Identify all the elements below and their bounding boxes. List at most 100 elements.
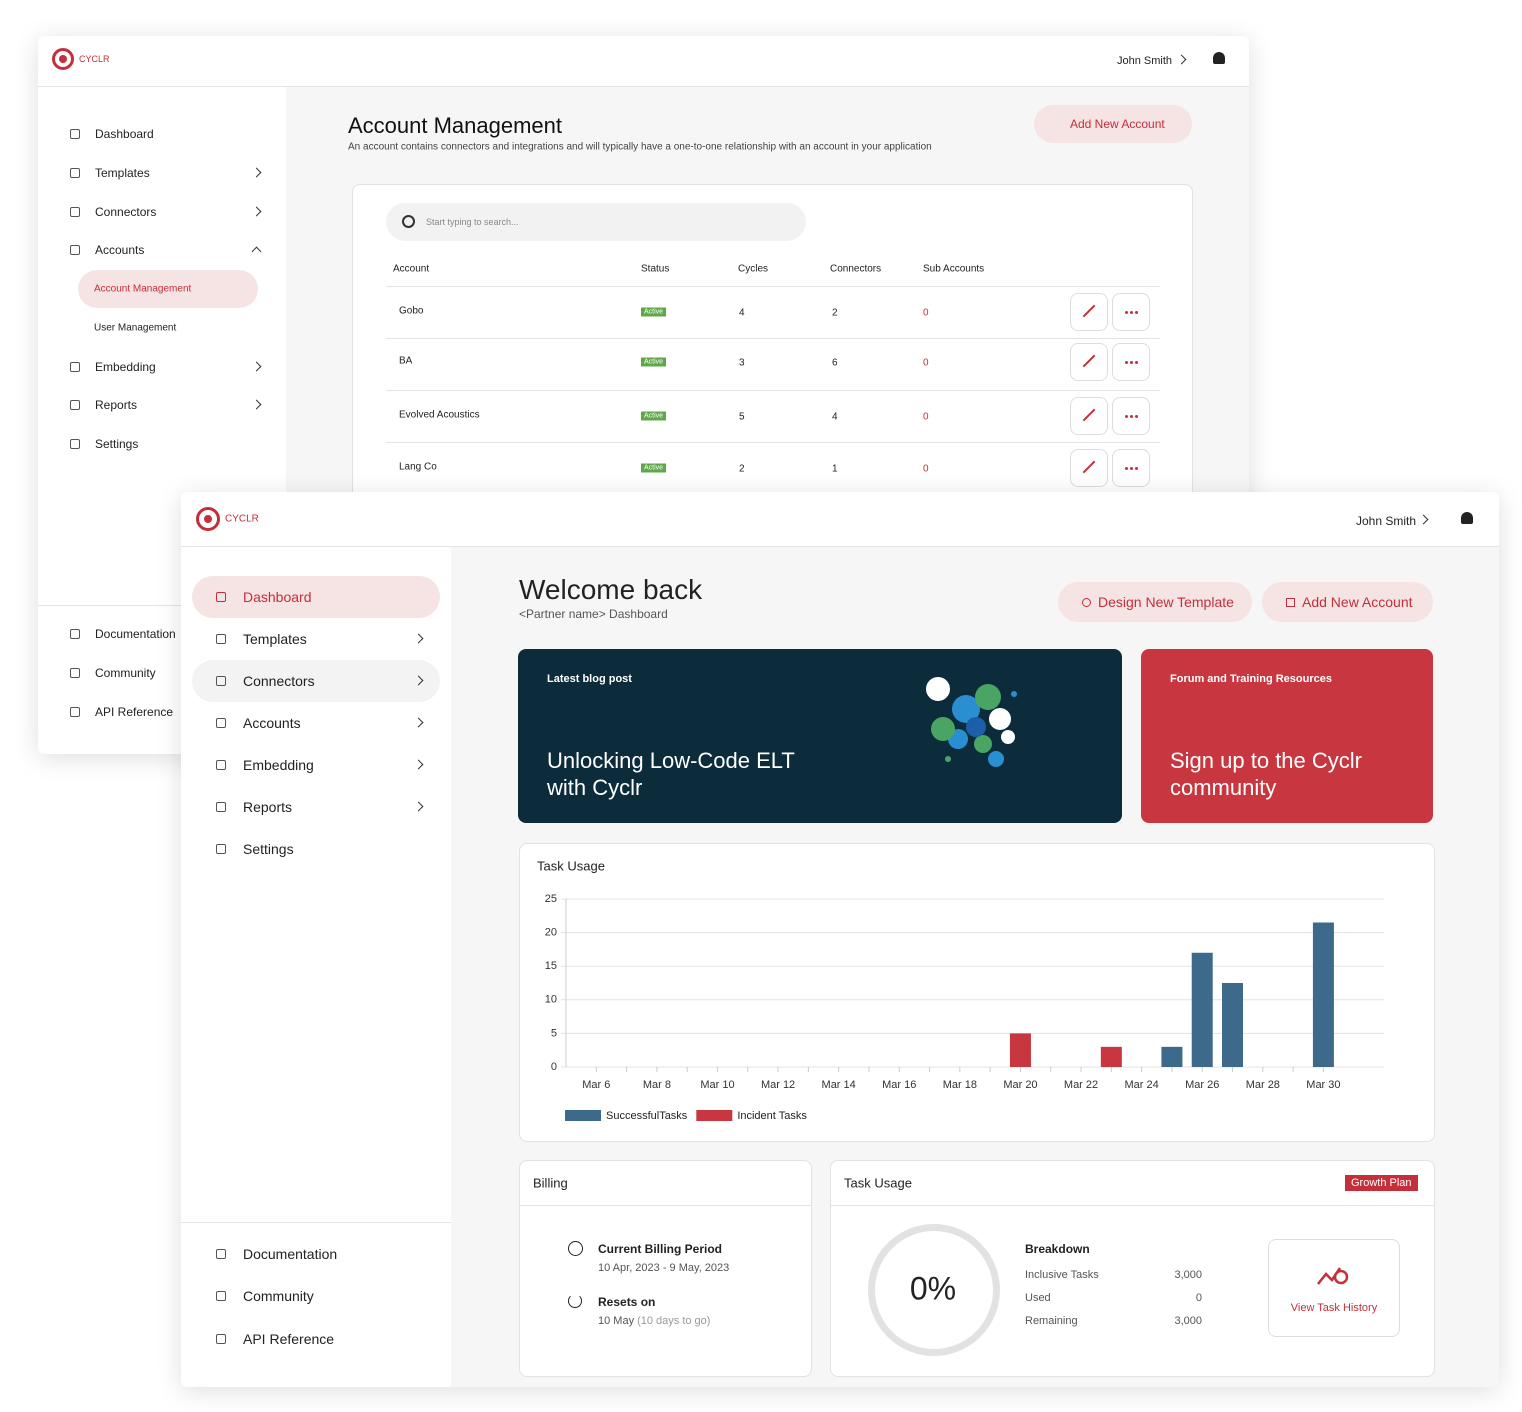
- header-button[interactable]: Add New Account: [1262, 582, 1433, 622]
- table-cell: Evolved Acoustics: [399, 409, 480, 421]
- nav-item[interactable]: Settings: [95, 437, 139, 451]
- blog-illustration: [926, 677, 1017, 767]
- bar: [1222, 983, 1244, 1067]
- nav-item[interactable]: Connectors: [95, 205, 157, 219]
- dot: [1130, 311, 1133, 314]
- chevron: [251, 206, 262, 217]
- edit-button[interactable]: [1070, 343, 1108, 381]
- illustration-dot: [926, 677, 950, 701]
- button-label[interactable]: View Task History: [1290, 1302, 1378, 1314]
- logo-dot: [59, 55, 67, 63]
- button-label[interactable]: Add New Account: [1070, 117, 1165, 131]
- y-tick-label: 0: [551, 1061, 557, 1073]
- nav-item[interactable]: Reports: [95, 398, 138, 412]
- table-header: Cycles: [738, 263, 769, 275]
- x-tick-label: Mar 16: [882, 1079, 916, 1091]
- edit-button[interactable]: [1070, 293, 1108, 331]
- footer-nav-item[interactable]: API Reference: [243, 1331, 335, 1347]
- header-button[interactable]: Design New Template: [1058, 582, 1252, 622]
- user-menu[interactable]: John Smith: [1117, 55, 1173, 67]
- button-icon: [1082, 598, 1091, 607]
- y-tick-label: 20: [545, 927, 557, 939]
- more-button[interactable]: [1112, 293, 1150, 331]
- dot: [1130, 467, 1133, 470]
- footer-nav-item[interactable]: Community: [95, 666, 156, 680]
- forum-card[interactable]: Forum and Training Resources Sign up to t…: [1141, 649, 1433, 823]
- nav-item[interactable]: Accounts: [95, 243, 145, 257]
- table-cell: 0: [923, 463, 929, 475]
- footer-nav-item[interactable]: Documentation: [243, 1246, 338, 1262]
- nav-item[interactable]: Templates: [95, 166, 150, 180]
- app-window: CYCLR John Smith Dashboard Templates Connect…: [181, 492, 1499, 1387]
- x-tick-label: Mar 10: [700, 1079, 734, 1091]
- bar: [1312, 922, 1334, 1067]
- nav-item[interactable]: Templates: [243, 631, 307, 647]
- footer-nav-item[interactable]: API Reference: [95, 705, 174, 719]
- nav-item[interactable]: Embedding: [95, 360, 156, 374]
- status-badge: Active: [641, 307, 667, 317]
- nav-icon: [216, 760, 226, 770]
- breakdown-value: 0: [1195, 1292, 1202, 1304]
- billing-label: Resets on: [598, 1295, 656, 1309]
- table-header: Sub Accounts: [923, 263, 985, 275]
- legend-swatch: [696, 1110, 733, 1121]
- nav-item[interactable]: Reports: [243, 799, 293, 815]
- nav-item[interactable]: Accounts: [243, 715, 301, 731]
- breakdown-label: Inclusive Tasks: [1025, 1269, 1099, 1281]
- dot: [1135, 361, 1138, 364]
- illustration-dot: [966, 717, 986, 737]
- blog-card[interactable]: Latest blog post Unlocking Low-Code ELT w…: [518, 649, 1122, 823]
- task-history-button[interactable]: View Task History: [1268, 1239, 1400, 1337]
- nav-item[interactable]: Settings: [243, 841, 294, 857]
- nav-item[interactable]: Embedding: [243, 757, 314, 773]
- legend-swatch: [565, 1110, 601, 1121]
- nav-icon: [216, 802, 226, 812]
- user-menu[interactable]: John Smith: [1356, 514, 1417, 528]
- dot: [1130, 361, 1133, 364]
- reset-date: 10 May: [598, 1315, 635, 1327]
- header-border: [181, 546, 1499, 547]
- reset-note: (10 days to go): [637, 1315, 711, 1327]
- more-button[interactable]: [1112, 343, 1150, 381]
- pencil: [1082, 460, 1096, 474]
- more-button[interactable]: [1112, 397, 1150, 435]
- legend-label: SuccessfulTasks: [606, 1110, 688, 1122]
- edit-button[interactable]: [1070, 449, 1108, 487]
- table-cell: 6: [832, 357, 838, 369]
- illustration-dot: [1011, 691, 1017, 697]
- nav-icon: [70, 245, 80, 255]
- sub-nav-item[interactable]: User Management: [94, 322, 177, 334]
- billing-card: Billing Current Billing Period 10 Apr, 202…: [519, 1160, 812, 1377]
- bell-icon[interactable]: [1213, 52, 1225, 64]
- more-button[interactable]: [1112, 449, 1150, 487]
- bell-icon[interactable]: [1461, 512, 1473, 524]
- button-label[interactable]: Design New Template: [1098, 594, 1234, 610]
- search-input[interactable]: Start typing to search...: [386, 203, 806, 241]
- logo-mark: [196, 507, 220, 531]
- usage-percent: 0%: [909, 1270, 957, 1307]
- hover-nav-pill: [192, 660, 440, 702]
- sub-nav-item[interactable]: Account Management: [94, 283, 192, 295]
- button-label[interactable]: Add New Account: [1302, 594, 1413, 610]
- nav-item[interactable]: Dashboard: [243, 589, 312, 605]
- add-account-button[interactable]: Add New Account: [1034, 105, 1192, 143]
- legend-label: Incident Tasks: [737, 1110, 807, 1122]
- x-tick-label: Mar 22: [1064, 1079, 1098, 1091]
- task-usage-chart: Task Usage 0 5 10 15 20 25 Mar 6 Mar 8 Mar 10 Mar …: [537, 858, 1384, 1122]
- chevron: [251, 399, 262, 410]
- plan-badge: Growth Plan: [1345, 1175, 1418, 1191]
- pencil: [1082, 354, 1096, 368]
- x-tick-label: Mar 6: [582, 1079, 610, 1091]
- nav-icon: [216, 1334, 226, 1344]
- status-badge: Active: [641, 463, 667, 473]
- y-tick-label: 5: [551, 1027, 557, 1039]
- billing-icon: [568, 1241, 583, 1256]
- nav-item[interactable]: Dashboard: [95, 127, 154, 141]
- chevron: [251, 246, 262, 257]
- sidebar-divider: [38, 605, 286, 606]
- nav-item[interactable]: Connectors: [243, 673, 315, 689]
- footer-nav-item[interactable]: Documentation: [95, 627, 176, 641]
- footer-nav-item[interactable]: Community: [243, 1288, 314, 1304]
- edit-button[interactable]: [1070, 397, 1108, 435]
